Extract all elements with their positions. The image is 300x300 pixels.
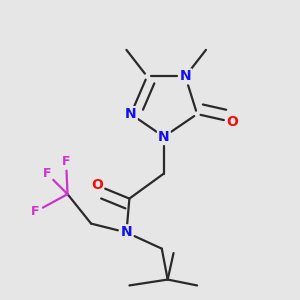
Text: F: F	[31, 205, 39, 218]
Text: O: O	[226, 115, 238, 129]
Text: N: N	[125, 107, 137, 121]
Text: O: O	[91, 178, 103, 192]
Text: N: N	[179, 69, 191, 83]
Text: F: F	[62, 155, 70, 168]
Text: N: N	[121, 225, 132, 239]
Text: N: N	[158, 130, 170, 144]
Text: F: F	[43, 167, 51, 180]
